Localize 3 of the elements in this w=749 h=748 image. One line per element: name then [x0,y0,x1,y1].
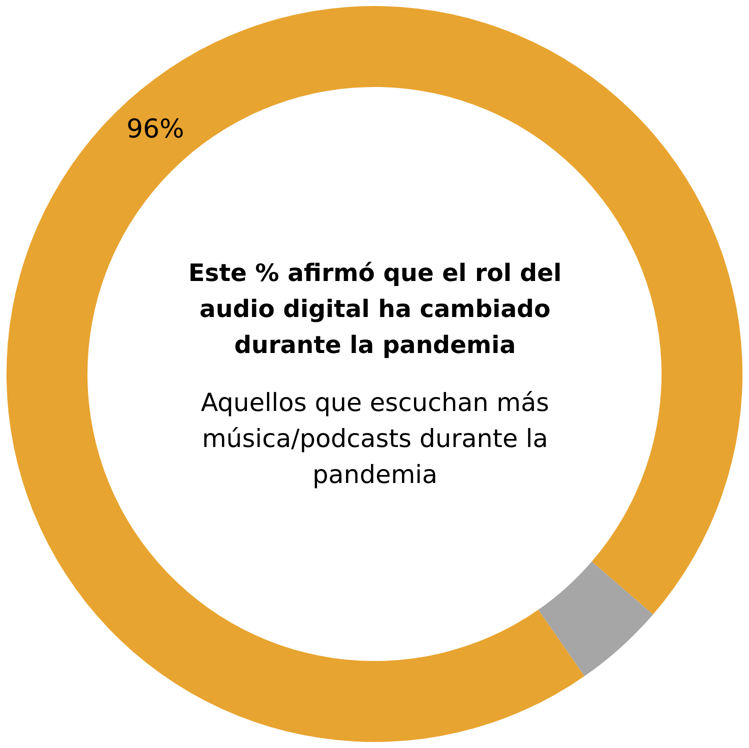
text: Este % afirmó que el rol del audio digital ha cambiado durante la pandemia [187,258,563,361]
text: Aquellos que escuchan más música/podcasts durante la pandemia [200,387,550,491]
data-label: 96% [126,114,184,144]
